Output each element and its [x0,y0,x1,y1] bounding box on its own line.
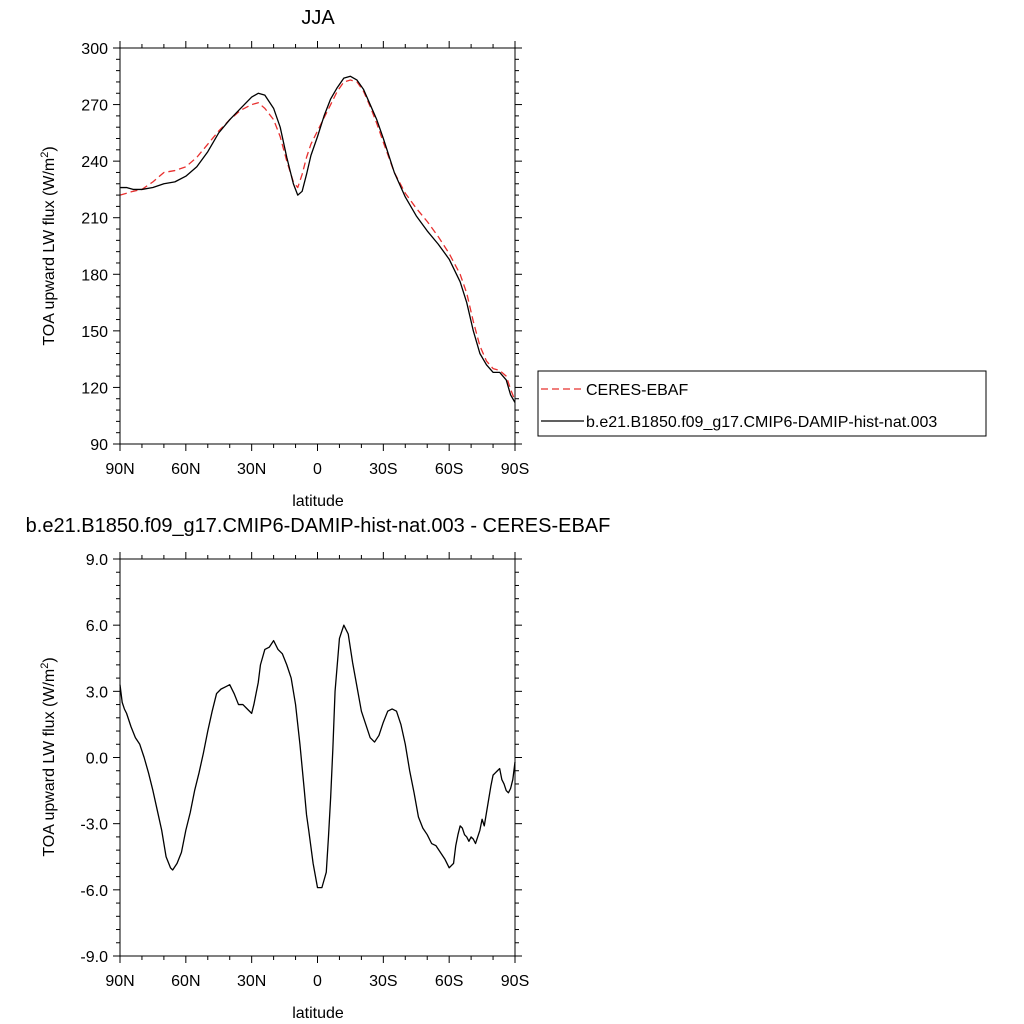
bottom-x-tick-label: 0 [313,973,322,990]
legend-label-ceres: CERES-EBAF [586,382,688,399]
top-x-tick-label: 90S [501,461,529,478]
bottom-y-tick-label: 6.0 [86,618,108,635]
bottom-x-tick-label: 90N [105,973,134,990]
bottom-y-axis-label: TOA upward LW flux (W/m2) [39,657,58,856]
top-y-tick-label: 240 [81,154,108,171]
bottom-y-axis: -9.0 -6.0 -3.0 0.0 3.0 6.0 9.0 [80,552,522,966]
top-x-tick-label: 0 [313,461,322,478]
bottom-x-axis-label: latitude [292,1005,344,1022]
top-y-tick-label: 180 [81,267,108,284]
bottom-panel: b.e21.B1850.f09_g17.CMIP6-DAMIP-hist-nat… [26,515,611,1022]
top-x-tick-label: 90N [105,461,134,478]
bottom-y-tick-label: -9.0 [80,949,108,966]
top-y-tick-label: 90 [90,437,108,454]
top-x-axis: 90N 60N 30N 0 30S 60S 90S [105,41,529,478]
top-y-tick-label: 210 [81,211,108,228]
top-y-axis-label: TOA upward LW flux (W/m2) [39,146,58,345]
top-series-line-0 [119,79,516,401]
top-x-axis-label: latitude [292,493,344,510]
bottom-x-tick-label: 30N [237,973,266,990]
bottom-x-tick-label: 60S [435,973,463,990]
bottom-y-tick-label: 0.0 [86,751,108,768]
top-y-axis-label-sup: 2 [39,152,51,158]
top-plot-frame [119,47,516,445]
bottom-y-tick-label: -6.0 [80,883,108,900]
bottom-plot-frame [119,558,516,957]
bottom-series-line-0 [119,624,516,889]
top-series-line-1 [120,75,516,403]
bottom-y-axis-label-sup: 2 [39,663,51,669]
top-y-tick-label: 120 [81,380,108,397]
bottom-x-axis: 90N 60N 30N 0 30S 60S 90S [105,552,529,990]
legend: CERES-EBAF b.e21.B1850.f09_g17.CMIP6-DAM… [537,370,987,437]
top-x-tick-label: 30N [237,461,266,478]
bottom-y-tick-label: 3.0 [86,684,108,701]
legend-box [537,370,987,437]
bottom-panel-title: b.e21.B1850.f09_g17.CMIP6-DAMIP-hist-nat… [26,515,611,537]
top-x-tick-label: 30S [369,461,397,478]
bottom-y-axis-label-main: TOA upward LW flux (W/m [41,669,58,857]
top-y-tick-label: 300 [81,41,108,58]
bottom-y-axis-label-end: ) [41,657,58,662]
top-y-tick-label: 150 [81,324,108,341]
top-plot-area [119,75,516,403]
bottom-plot-area [119,624,516,889]
bottom-y-tick-label: -3.0 [80,817,108,834]
legend-label-model: b.e21.B1850.f09_g17.CMIP6-DAMIP-hist-nat… [586,414,937,431]
top-x-tick-label: 60N [171,461,200,478]
top-y-axis: 90 120 150 180 210 240 270 300 [81,41,522,454]
top-panel-title: JJA [301,7,335,29]
top-y-tick-label: 270 [81,98,108,115]
top-y-axis-label-end: ) [41,146,58,151]
bottom-x-tick-label: 60N [171,973,200,990]
bottom-x-tick-label: 30S [369,973,397,990]
top-y-axis-label-main: TOA upward LW flux (W/m [41,158,58,346]
top-x-tick-label: 60S [435,461,463,478]
bottom-x-tick-label: 90S [501,973,529,990]
bottom-y-tick-label: 9.0 [86,552,108,569]
top-panel: JJA 90 120 150 180 210 240 270 300 90N 60N 30N 0 30… [39,7,529,510]
